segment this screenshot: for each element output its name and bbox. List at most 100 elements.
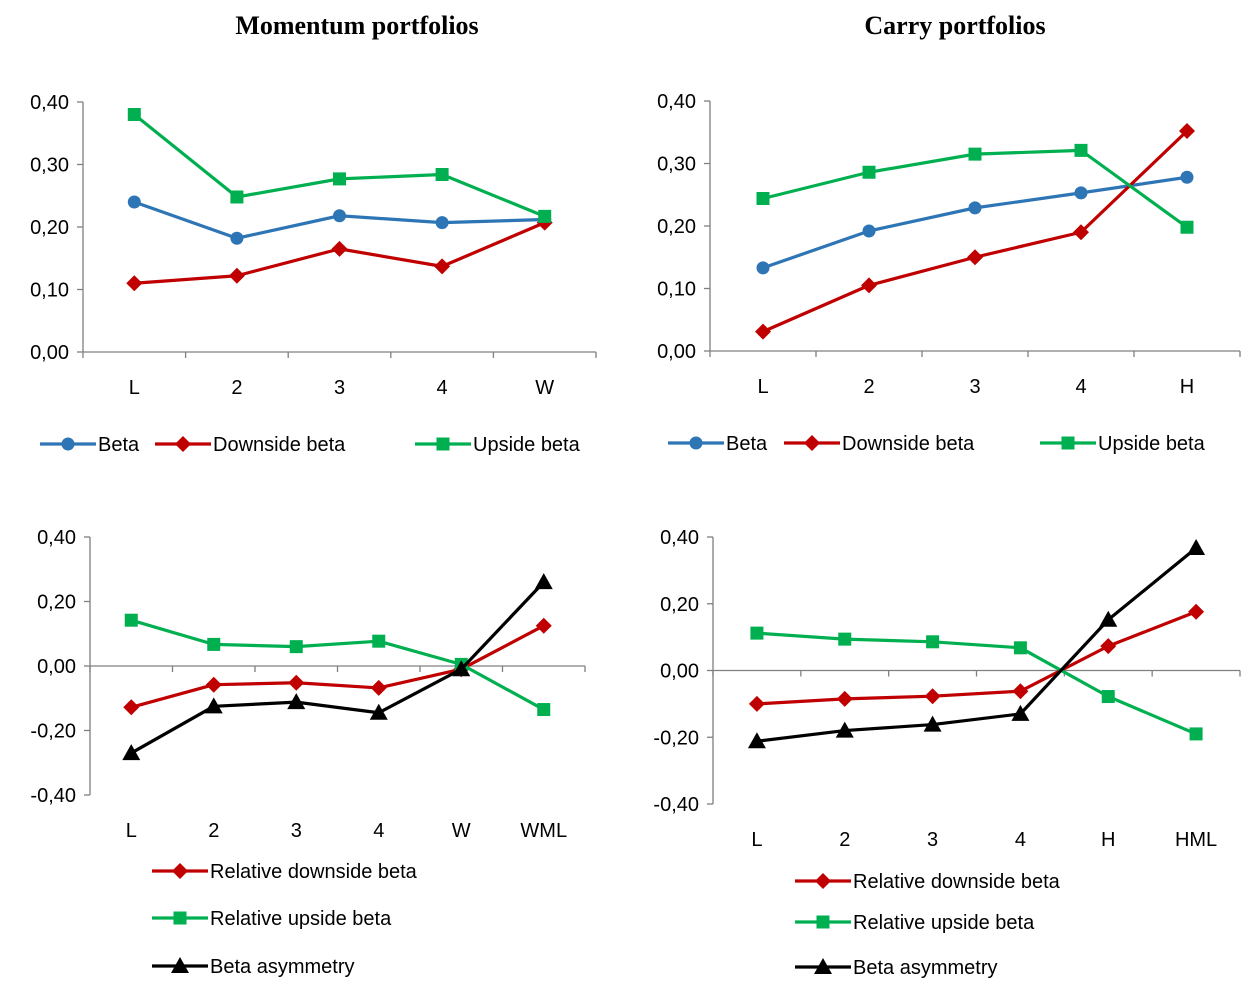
- y-tick-label: 0,20: [30, 217, 69, 239]
- x-tick-label: H: [1180, 376, 1194, 398]
- legend-marker: [815, 873, 831, 889]
- data-point: [1187, 539, 1206, 556]
- legend-marker: [172, 863, 188, 879]
- series-line: [756, 631, 1197, 736]
- data-point: [288, 674, 305, 691]
- legend-marker: [61, 437, 75, 451]
- data-point: [204, 697, 223, 714]
- data-point: [1074, 186, 1088, 200]
- x-tick-label: 4: [1015, 829, 1026, 851]
- data-point: [968, 201, 982, 215]
- series-line: [130, 624, 545, 709]
- data-point: [435, 168, 449, 181]
- x-tick-label: HML: [1175, 829, 1217, 851]
- data-point: [924, 688, 941, 705]
- data-point: [205, 676, 222, 693]
- legend-label: Relative upside beta: [853, 912, 1035, 934]
- x-tick-label: 2: [208, 820, 219, 842]
- legend-marker: [689, 436, 703, 450]
- mom_bottom-chart: -0,40 -0,20 0,00 0,20 0,40 L 2 3 4 W WML Relative d…: [30, 527, 586, 978]
- x-tick-label: 4: [437, 377, 448, 399]
- data-point: [230, 190, 244, 204]
- data-point: [1074, 143, 1088, 157]
- data-point: [126, 275, 143, 292]
- data-point: [747, 732, 766, 749]
- data-point: [124, 613, 138, 627]
- data-point: [435, 216, 449, 230]
- data-point: [369, 703, 388, 720]
- series-line: [133, 113, 546, 218]
- y-tick-label: 0,00: [30, 342, 69, 364]
- x-tick-label: 3: [291, 820, 302, 842]
- y-tick-label: 0,20: [657, 216, 696, 238]
- data-point: [926, 635, 940, 649]
- y-tick-label: 0,40: [37, 527, 76, 549]
- legend-marker: [175, 436, 191, 452]
- data-point: [967, 249, 983, 266]
- x-tick-label: 3: [927, 829, 938, 851]
- data-point: [862, 224, 876, 238]
- legend-marker: [171, 957, 189, 973]
- data-point: [968, 147, 982, 161]
- y-tick-label: 0,40: [660, 527, 699, 549]
- data-point: [534, 573, 553, 590]
- data-point: [535, 617, 552, 634]
- x-tick-label: 2: [839, 829, 850, 851]
- data-point: [228, 267, 245, 284]
- y-tick-label: 0,40: [30, 92, 69, 114]
- data-point: [127, 108, 141, 121]
- data-point: [1012, 683, 1029, 700]
- series-line: [756, 546, 1198, 743]
- data-point: [861, 277, 877, 294]
- x-tick-label: L: [751, 829, 762, 851]
- legend-marker: [436, 437, 450, 451]
- x-tick-label: 2: [863, 376, 874, 398]
- series-line: [762, 148, 1188, 229]
- charts-group: 0,00 0,10 0,20 0,30 0,40 L 2 3 4 W Beta Downside be…: [30, 91, 1241, 979]
- series-line: [762, 129, 1189, 334]
- y-tick-label: -0,40: [653, 794, 699, 816]
- legend-marker: [814, 958, 832, 974]
- data-point: [1189, 727, 1203, 741]
- data-point: [1180, 170, 1194, 184]
- data-point: [1179, 123, 1195, 139]
- legend-label: Downside beta: [213, 434, 346, 456]
- data-point: [838, 632, 852, 646]
- y-tick-label: 0,30: [657, 154, 696, 176]
- data-point: [1011, 704, 1030, 721]
- data-point: [289, 640, 303, 654]
- data-point: [122, 744, 141, 761]
- y-tick-label: 0,40: [657, 91, 696, 113]
- legend-label: Beta asymmetry: [210, 956, 354, 978]
- legend-marker: [173, 911, 187, 925]
- x-tick-label: 3: [969, 376, 980, 398]
- data-point: [230, 231, 244, 245]
- legend-label: Upside beta: [1098, 433, 1206, 455]
- data-point: [333, 172, 346, 186]
- x-tick-label: L: [129, 377, 140, 399]
- x-tick-label: 2: [231, 377, 242, 399]
- y-tick-label: 0,30: [30, 155, 69, 177]
- legend-marker: [1061, 436, 1075, 450]
- data-point: [331, 240, 348, 257]
- x-tick-label: L: [126, 820, 137, 842]
- x-tick-label: WML: [520, 820, 567, 842]
- legend-marker: [804, 435, 820, 451]
- data-point: [1100, 638, 1117, 655]
- series-line: [130, 581, 545, 755]
- x-tick-label: W: [452, 820, 471, 842]
- y-tick-label: -0,20: [653, 727, 699, 749]
- carry-title: Carry portfolios: [864, 11, 1045, 40]
- x-tick-label: 3: [334, 377, 345, 399]
- legend-label: Relative downside beta: [853, 871, 1061, 893]
- data-point: [836, 690, 853, 707]
- data-point: [756, 261, 770, 275]
- data-point: [1099, 610, 1118, 627]
- data-point: [287, 693, 306, 710]
- legend-label: Beta: [98, 434, 140, 456]
- y-tick-label: 0,20: [660, 594, 699, 616]
- data-point: [127, 195, 141, 209]
- data-point: [835, 721, 854, 738]
- y-tick-label: 0,00: [37, 656, 76, 678]
